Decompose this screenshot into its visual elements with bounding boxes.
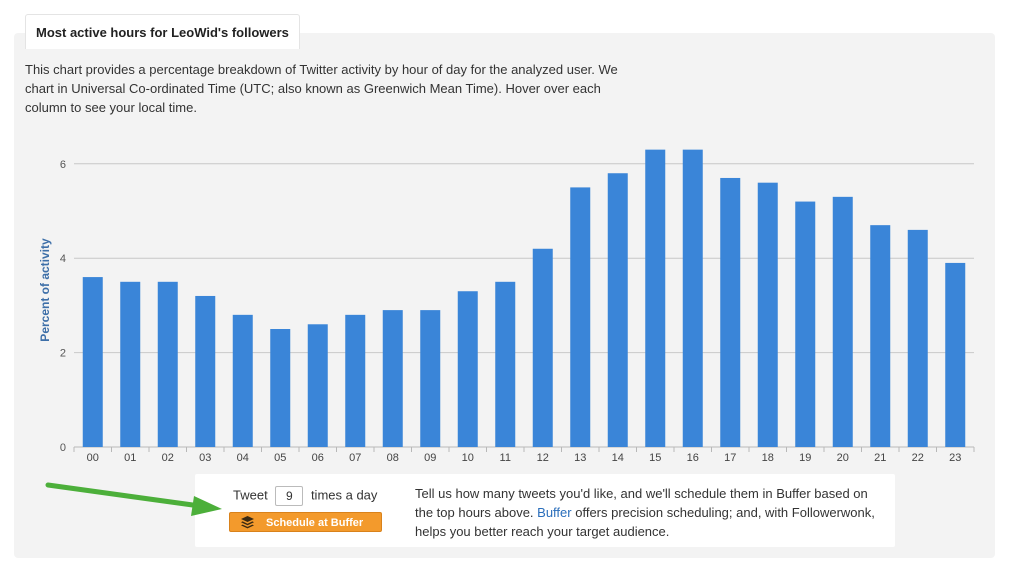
x-tick-label: 03: [199, 452, 211, 464]
x-tick-label: 17: [724, 452, 736, 464]
x-tick-label: 16: [687, 452, 699, 464]
schedule-button-label: Schedule at Buffer: [266, 517, 364, 529]
times-label: times a day: [310, 487, 378, 503]
x-tick-label: 07: [349, 452, 361, 464]
x-tick-label: 10: [462, 452, 474, 464]
bar: [682, 149, 703, 447]
x-tick-label: 13: [574, 452, 586, 464]
layers-icon: [241, 516, 254, 529]
bar: [270, 329, 291, 447]
x-tick-label: 15: [649, 452, 661, 464]
y-tick-label: 4: [60, 253, 66, 265]
x-tick-label: 12: [537, 452, 549, 464]
x-tick-label: 01: [124, 452, 136, 464]
bar: [495, 281, 516, 447]
tweet-row: Tweet times a day: [233, 486, 377, 506]
x-tick-label: 02: [162, 452, 174, 464]
bar: [607, 173, 628, 448]
x-tick-label: 20: [837, 452, 849, 464]
x-tick-label: 04: [237, 452, 249, 464]
y-tick-label: 6: [60, 159, 66, 171]
buffer-box: Tweet times a day Schedule at Buffer Tel…: [195, 474, 895, 547]
bar: [532, 248, 553, 447]
bar: [195, 295, 216, 447]
buffer-text-after: offers precision scheduling; and, with F…: [415, 505, 875, 539]
bar: [795, 201, 816, 447]
page-title: Most active hours for LeoWid's followers: [25, 14, 300, 49]
x-tick-label: 09: [424, 452, 436, 464]
bar: [82, 277, 103, 447]
x-tick-label: 22: [912, 452, 924, 464]
bar: [382, 310, 403, 447]
x-tick-label: 11: [500, 452, 511, 464]
x-tick-label: 21: [874, 452, 886, 464]
bar: [570, 187, 591, 447]
bar: [720, 177, 741, 447]
x-tick-label: 19: [799, 452, 811, 464]
y-tick-label: 0: [60, 442, 66, 454]
bar: [345, 314, 366, 447]
x-tick-label: 23: [949, 452, 961, 464]
y-tick-label: 2: [60, 348, 66, 360]
x-tick-label: 08: [387, 452, 399, 464]
bar: [457, 291, 478, 447]
buffer-text-before: Tell us how many tweets you'd like, and …: [415, 486, 868, 520]
bar: [157, 281, 178, 447]
bar: [420, 310, 441, 447]
x-tick-label: 18: [762, 452, 774, 464]
bar: [870, 225, 891, 447]
x-tick-label: 00: [87, 452, 99, 464]
tweet-label: Tweet: [233, 487, 268, 503]
x-tick-label: 14: [612, 452, 624, 464]
x-tick-label: 05: [274, 452, 286, 464]
tweet-count-input[interactable]: [275, 486, 304, 506]
bar: [945, 262, 966, 447]
bar: [307, 324, 328, 447]
x-tick-label: 06: [312, 452, 324, 464]
bar: [757, 182, 778, 447]
bar: [232, 314, 253, 447]
bar: [832, 196, 853, 447]
y-axis-label: Percent of activity: [38, 238, 52, 342]
chart-description: This chart provides a percentage breakdo…: [25, 62, 618, 115]
bar: [907, 229, 928, 447]
buffer-explanation: Tell us how many tweets you'd like, and …: [415, 484, 885, 541]
bar: [120, 281, 141, 447]
bar: [645, 149, 666, 447]
schedule-at-buffer-button[interactable]: Schedule at Buffer: [229, 512, 382, 532]
buffer-link[interactable]: Buffer: [537, 505, 572, 520]
